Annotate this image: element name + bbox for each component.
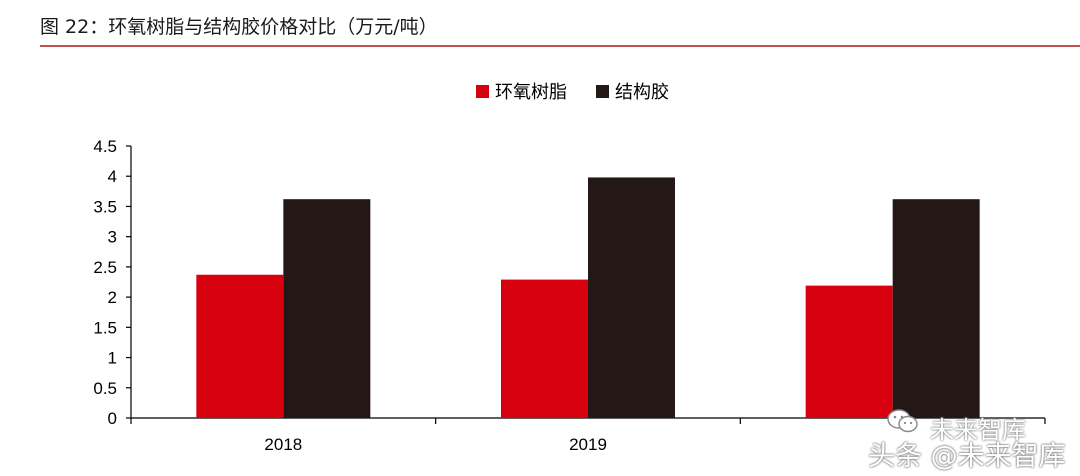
bar-structural-adhesive-2018: [283, 199, 371, 418]
y-tick-label: 2.5: [93, 258, 117, 277]
watermark-line-2: 头条 @未来智库: [868, 441, 1066, 472]
figure-title: 图 22：环氧树脂与结构胶价格对比（万元/吨）: [40, 16, 438, 38]
title-divider: [40, 45, 1080, 47]
y-tick-label: 1: [108, 349, 117, 368]
bar-structural-adhesive-2019: [588, 177, 675, 418]
bar-epoxy-2018: [196, 274, 284, 418]
y-tick-label: 0: [108, 409, 117, 428]
x-tick-label: 2018: [264, 435, 302, 454]
y-tick-label: 4.5: [93, 137, 117, 156]
y-tick-label: 3.5: [93, 197, 117, 216]
y-tick-label: 3: [108, 228, 117, 247]
y-tick-label: 4: [108, 167, 117, 186]
wechat-icon: [887, 409, 918, 433]
legend-label-1: 环氧树脂: [495, 82, 567, 103]
y-tick-label: 1.5: [93, 318, 117, 337]
y-tick-label: 2: [108, 288, 117, 307]
legend-swatch-1: [476, 85, 489, 98]
bar-epoxy-2020: [805, 285, 893, 418]
legend-swatch-2: [596, 85, 609, 98]
legend-label-2: 结构胶: [615, 82, 669, 103]
x-tick-label: 2019: [569, 435, 607, 454]
bar-structural-adhesive-2020: [892, 199, 980, 418]
bar-epoxy-2019: [501, 279, 588, 418]
y-tick-label: 0.5: [93, 379, 117, 398]
watermark: 未来智库 头条 @未来智库: [868, 404, 1080, 476]
watermark-line-1: 未来智库: [930, 416, 1026, 444]
